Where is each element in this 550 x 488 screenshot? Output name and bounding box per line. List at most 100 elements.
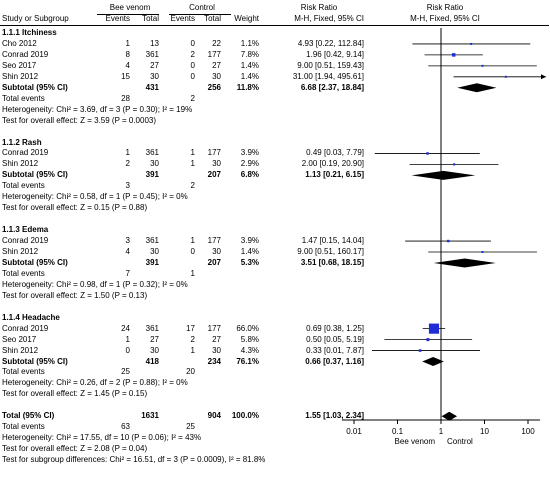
events-exp: 28	[121, 93, 130, 103]
total-ctl: 30	[212, 247, 221, 256]
summary-diamond	[441, 411, 458, 421]
study-marker	[451, 53, 456, 57]
bee-venom-group-header: Bee venom	[109, 3, 151, 12]
study-label: Conrad 2019	[2, 148, 49, 158]
total-exp: 30	[150, 71, 159, 81]
events-exp: 1	[125, 334, 130, 344]
total-exp: 30	[150, 159, 159, 169]
events-ctl: 2	[190, 93, 195, 103]
total-ctl: 30	[212, 345, 221, 355]
events-header-ctl: Events	[170, 14, 195, 23]
favours-control-label: Control	[447, 437, 473, 446]
text-label: Test for overall effect: Z = 1.50 (P = 0…	[2, 290, 148, 300]
x-tick-label: 0.01	[346, 427, 362, 436]
events-exp: 1	[125, 148, 130, 158]
total-exp: 27	[150, 334, 159, 344]
study-label: Shin 2012	[2, 71, 39, 81]
risk-ratio-ci: 1.13 [0.21, 6.15]	[305, 170, 364, 180]
risk-ratio-ci: 2.00 [0.19, 20.90]	[301, 159, 364, 169]
events-exp: 4	[125, 60, 130, 70]
risk-ratio-ci: 9.00 [0.51, 159.43]	[297, 60, 364, 70]
events-exp: 2	[125, 159, 130, 169]
study-marker	[453, 163, 456, 166]
events-exp: 24	[121, 323, 130, 333]
study-marker	[481, 64, 484, 67]
study-label: Conrad 2019	[2, 49, 49, 59]
study-label: Shin 2012	[2, 247, 39, 256]
text-label: Heterogeneity: Chi² = 0.26, df = 2 (P = …	[2, 378, 188, 388]
events-exp: 7	[125, 268, 130, 278]
events-exp: 15	[121, 71, 130, 81]
control-group-header: Control	[189, 3, 215, 12]
text-label: Test for subgroup differences: Chi² = 16…	[2, 455, 266, 465]
events-ctl: 0	[190, 247, 195, 256]
risk-ratio-ci: 1.47 [0.15, 14.04]	[301, 236, 364, 246]
summary-diamond	[411, 170, 476, 180]
total-exp: 391	[145, 257, 159, 267]
risk-ratio-ci: 9.00 [0.51, 160.17]	[297, 247, 364, 256]
total-ctl: 30	[212, 159, 221, 169]
x-tick-label: 1	[439, 427, 444, 436]
method-header: M-H, Fixed, 95% CI	[294, 14, 364, 23]
text-label: Test for overall effect: Z = 0.15 (P = 0…	[2, 203, 148, 213]
risk-ratio-ci: 0.66 [0.37, 1.16]	[305, 356, 364, 366]
total-ctl: 234	[207, 356, 221, 366]
weight-value: 6.8%	[240, 170, 259, 180]
weight-value: 1.4%	[240, 247, 259, 256]
text-label: Heterogeneity: Chi² = 3.69, df = 3 (P = …	[2, 104, 193, 114]
risk-ratio-ci: 0.49 [0.03, 7.79]	[306, 148, 364, 158]
control-underline	[169, 14, 231, 15]
events-label: Total events	[2, 268, 45, 278]
events-label: Total events	[2, 181, 45, 191]
group-label: 1.1.4 Headache	[2, 312, 60, 322]
total-exp: 27	[150, 60, 159, 70]
total-exp: 361	[145, 49, 159, 59]
favours-bee-venom-label: Bee venom	[395, 437, 436, 446]
subtotal-label: Subtotal (95% CI)	[2, 257, 68, 267]
weight-header: Weight	[234, 14, 259, 23]
weight-value: 5.3%	[240, 257, 259, 267]
total-exp: 361	[145, 323, 159, 333]
study-marker	[428, 323, 440, 334]
weight-value: 66.0%	[236, 323, 259, 333]
bee-venom-underline	[97, 14, 159, 15]
study-marker	[481, 251, 484, 253]
study-marker	[426, 338, 430, 342]
group-label: 1.1.1 Itchiness	[2, 28, 57, 37]
total-header-ctl: Total	[204, 14, 221, 23]
total-ctl: 256	[207, 82, 221, 92]
events-ctl: 2	[190, 334, 195, 344]
risk-ratio-ci: 6.68 [2.37, 18.84]	[300, 82, 364, 92]
summary-diamond	[422, 357, 444, 366]
weight-value: 1.4%	[240, 60, 259, 70]
risk-ratio-ci: 0.33 [0.01, 7.87]	[306, 345, 364, 355]
weight-value: 100.0%	[231, 411, 259, 421]
events-ctl: 2	[190, 49, 195, 59]
subtotal-label: Subtotal (95% CI)	[2, 356, 68, 366]
text-label: Test for overall effect: Z = 2.08 (P = 0…	[2, 444, 148, 454]
weight-value: 4.3%	[240, 345, 259, 355]
events-ctl: 17	[186, 323, 195, 333]
study-label: Seo 2017	[2, 334, 37, 344]
total-ctl: 22	[212, 38, 221, 48]
plot-method-header: M-H, Fixed, 95% CI	[410, 14, 480, 23]
study-label: Shin 2012	[2, 159, 39, 169]
events-ctl: 0	[190, 60, 195, 70]
subtotal-label: Subtotal (95% CI)	[2, 82, 68, 92]
total-exp: 361	[145, 148, 159, 158]
weight-value: 1.4%	[240, 71, 259, 81]
subtotal-label: Total (95% CI)	[2, 411, 55, 421]
study-column-header: Study or Subgroup	[2, 14, 69, 23]
weight-value: 2.9%	[240, 159, 259, 169]
events-label: Total events	[2, 93, 45, 103]
total-ctl: 27	[212, 334, 221, 344]
text-label: Heterogeneity: Chi² = 17.55, df = 10 (P …	[2, 433, 202, 443]
total-header-exp: Total	[142, 14, 159, 23]
events-ctl: 25	[186, 422, 195, 432]
text-label: Heterogeneity: Chi² = 0.58, df = 1 (P = …	[2, 192, 188, 202]
total-ctl: 177	[207, 148, 221, 158]
total-ctl: 904	[207, 411, 221, 421]
total-exp: 418	[145, 356, 159, 366]
study-marker	[504, 75, 507, 78]
x-tick-label: 10	[480, 427, 489, 436]
